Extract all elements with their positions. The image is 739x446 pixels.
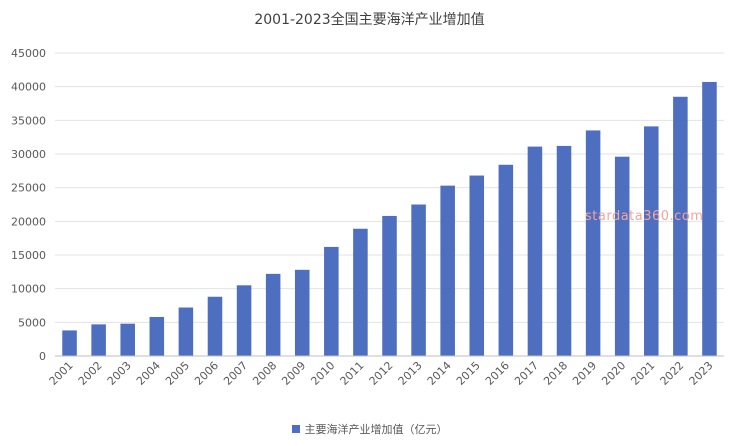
watermark: stardata360.com — [585, 209, 704, 224]
bar-2019[interactable] — [585, 130, 601, 356]
x-tick-label: 2016 — [483, 359, 512, 388]
legend[interactable]: 主要海洋产业增加值（亿元） — [0, 421, 739, 437]
x-tick-label: 2011 — [338, 359, 367, 388]
x-tick-label: 2017 — [512, 359, 541, 388]
y-axis-ticks: 0 5000 10000 15000 20000 25000 30000 35000 40000… — [11, 47, 46, 363]
bar-2007[interactable] — [236, 285, 252, 356]
bar-2002[interactable] — [91, 324, 106, 356]
x-tick-label: 2001 — [47, 359, 76, 388]
bar-2004[interactable] — [149, 316, 165, 356]
bar-2023[interactable] — [702, 81, 717, 356]
bar-2010[interactable] — [324, 246, 339, 356]
x-tick-label: 2022 — [657, 359, 686, 388]
x-tick-label: 2008 — [250, 359, 279, 388]
y-tick-label: 30000 — [11, 148, 46, 161]
y-tick-label: 45000 — [11, 47, 46, 60]
bar-2015[interactable] — [469, 175, 485, 356]
bar-2021[interactable] — [644, 126, 659, 356]
legend-label: 主要海洋产业增加值（亿元） — [304, 423, 448, 436]
x-tick-label: 2005 — [163, 359, 192, 388]
y-tick-label: 0 — [39, 350, 46, 363]
bar-2017[interactable] — [527, 146, 543, 356]
y-tick-label: 40000 — [11, 81, 46, 94]
x-tick-label: 2003 — [105, 359, 134, 388]
x-tick-label: 2006 — [192, 359, 221, 388]
x-tick-label: 2012 — [367, 359, 396, 388]
x-tick-label: 2019 — [570, 359, 599, 388]
y-tick-label: 35000 — [11, 114, 46, 127]
x-tick-label: 2020 — [599, 359, 628, 388]
x-axis-ticks: 2001 2002 2003 2004 2005 2006 2007 2008 2009 2010… — [47, 359, 716, 388]
bar-2013[interactable] — [411, 204, 426, 357]
bar-2012[interactable] — [382, 215, 397, 356]
y-tick-label: 10000 — [11, 283, 46, 296]
x-tick-label: 2014 — [425, 359, 454, 388]
y-tick-label: 5000 — [18, 316, 46, 329]
bar-2009[interactable] — [294, 269, 310, 356]
x-tick-label: 2009 — [279, 359, 308, 388]
x-tick-label: 2007 — [221, 359, 250, 388]
x-tick-label: 2002 — [76, 359, 105, 388]
bar-2014[interactable] — [440, 185, 455, 356]
bar-2018[interactable] — [556, 145, 572, 356]
bar-2016[interactable] — [498, 164, 514, 356]
x-tick-label: 2004 — [134, 359, 163, 388]
bar-2022[interactable] — [673, 96, 688, 357]
y-tick-label: 15000 — [11, 249, 46, 262]
bar-2008[interactable] — [265, 273, 281, 356]
x-tick-label: 2023 — [687, 359, 716, 388]
bar-2006[interactable] — [207, 296, 223, 356]
x-tick-label: 2021 — [628, 359, 657, 388]
x-tick-label: 2013 — [396, 359, 425, 388]
bar-2003[interactable] — [120, 323, 135, 356]
bar-2005[interactable] — [178, 307, 194, 356]
legend-swatch — [291, 425, 300, 433]
x-tick-label: 2018 — [541, 359, 570, 388]
bars — [62, 81, 717, 357]
x-tick-label: 2015 — [454, 359, 483, 388]
chart-title: 2001-2023全国主要海洋产业增加值 — [254, 12, 485, 28]
y-tick-label: 20000 — [11, 215, 46, 228]
bar-2020[interactable] — [614, 156, 630, 356]
y-tick-label: 25000 — [11, 182, 46, 195]
x-tick-label: 2010 — [308, 359, 337, 388]
bar-2011[interactable] — [353, 228, 368, 356]
bar-2001[interactable] — [62, 330, 77, 356]
